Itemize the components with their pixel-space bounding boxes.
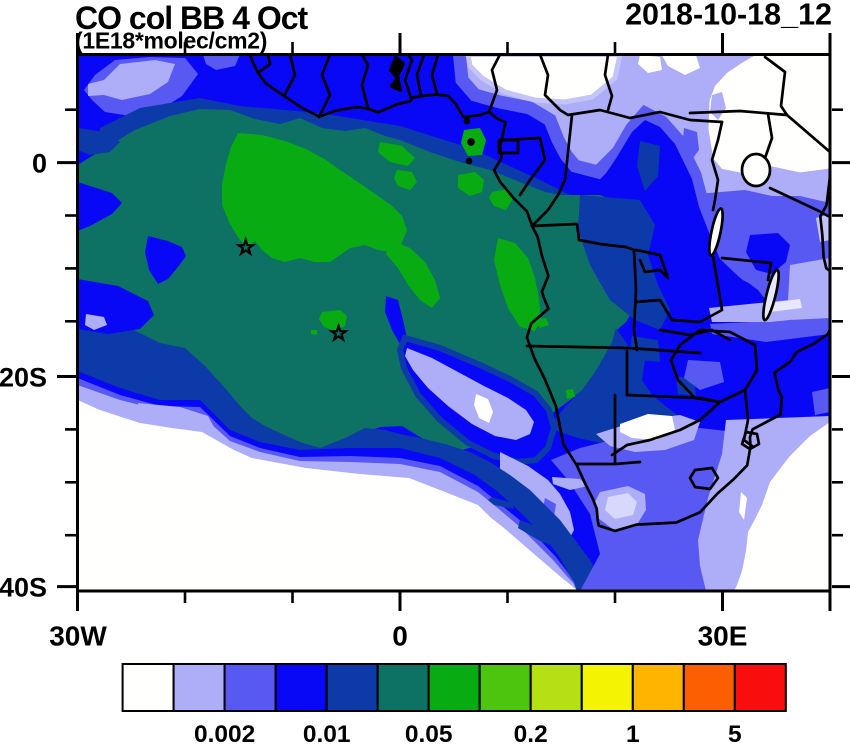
svg-text:CO col BB 4 Oct: CO col BB 4 Oct [75,0,309,36]
svg-text:40S: 40S [0,573,47,603]
svg-text:0.002: 0.002 [194,721,255,747]
svg-text:(1E18*molec/cm2): (1E18*molec/cm2) [75,28,267,54]
svg-text:0: 0 [32,149,47,179]
svg-text:0.2: 0.2 [514,721,548,747]
svg-text:1: 1 [626,721,640,747]
svg-text:0: 0 [392,621,408,652]
svg-text:2018-10-18_12: 2018-10-18_12 [625,0,832,32]
svg-text:5: 5 [728,721,742,747]
svg-text:30E: 30E [698,621,748,652]
svg-text:20S: 20S [0,363,47,393]
svg-text:0.05: 0.05 [405,721,453,747]
svg-text:30W: 30W [49,621,107,652]
svg-text:0.01: 0.01 [303,721,351,747]
